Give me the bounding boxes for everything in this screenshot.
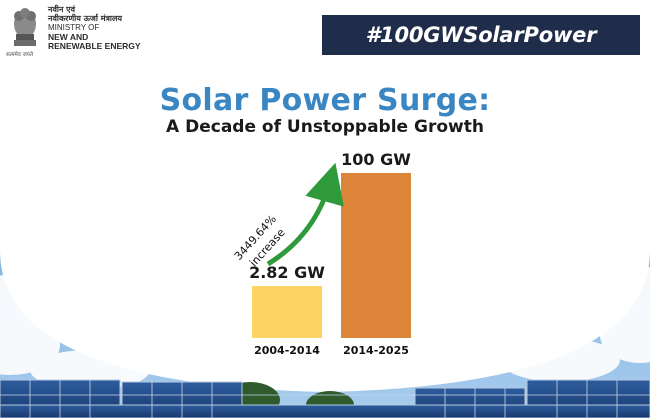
- bar-2004-2014: [252, 286, 322, 338]
- category-label-2004-2014: 2004-2014: [254, 344, 320, 357]
- growth-arrow-icon: [266, 162, 344, 267]
- value-label-2014-2025: 100 GW: [341, 150, 411, 169]
- national-emblem-icon: [14, 8, 36, 46]
- chart-subtitle: A Decade of Unstoppable Growth: [166, 117, 484, 137]
- chart-title: Solar Power Surge:: [159, 83, 491, 118]
- ministry-english-line1: MINISTRY OF: [48, 23, 100, 33]
- value-label-2004-2014: 2.82 GW: [249, 263, 325, 282]
- hashtag-accent: [316, 16, 321, 54]
- hashtag-banner: #100GWSolarPower: [322, 15, 640, 55]
- solar-panels: [0, 379, 650, 418]
- ministry-name: नवीन एवं नवीकरणीय ऊर्जा मंत्रालय MINISTR…: [48, 5, 141, 52]
- category-label-2014-2025: 2014-2025: [343, 344, 409, 357]
- ministry-hindi-line1: नवीन एवं: [48, 5, 76, 14]
- ministry-english-line3: RENEWABLE ENERGY: [48, 41, 141, 52]
- bars-group: 2.82 GW 2004-2014 100 GW 2014-2025: [249, 150, 411, 357]
- bar-2014-2025: [341, 173, 411, 338]
- emblem-motto: सत्यमेव जयते: [6, 52, 34, 58]
- ministry-hindi-line2: नवीकरणीय ऊर्जा मंत्रालय: [48, 13, 123, 23]
- ministry-english-line2: NEW AND: [48, 31, 89, 42]
